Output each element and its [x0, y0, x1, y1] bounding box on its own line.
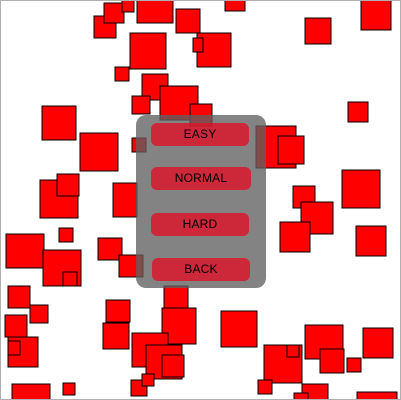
red-square: [279, 221, 311, 253]
red-square: [319, 348, 345, 374]
red-square: [7, 285, 31, 309]
red-square: [5, 233, 45, 269]
red-square: [356, 391, 398, 400]
difficulty-menu-panel: EASY NORMAL HARD BACK: [136, 115, 266, 288]
red-square: [97, 237, 123, 261]
red-square: [7, 340, 21, 356]
red-square: [360, 0, 392, 31]
back-button[interactable]: BACK: [152, 258, 250, 281]
red-square: [161, 354, 185, 378]
red-square: [257, 379, 273, 395]
red-square: [102, 322, 130, 350]
red-square: [355, 225, 387, 257]
red-square: [346, 357, 362, 373]
red-square: [114, 66, 130, 82]
red-square: [62, 271, 78, 287]
red-square: [224, 0, 246, 12]
red-square: [136, 0, 174, 24]
red-square: [163, 285, 189, 311]
red-square: [341, 169, 381, 209]
red-square: [56, 173, 80, 197]
red-square: [131, 95, 151, 115]
red-square: [129, 32, 167, 70]
red-square: [175, 8, 201, 34]
easy-button[interactable]: EASY: [151, 123, 249, 146]
red-square: [362, 327, 394, 359]
red-square: [4, 314, 28, 338]
red-square: [41, 105, 77, 141]
red-square: [79, 132, 119, 172]
red-square: [29, 304, 49, 324]
red-square: [62, 382, 76, 396]
red-square: [112, 182, 138, 218]
red-square: [121, 0, 135, 13]
hard-button[interactable]: HARD: [151, 213, 249, 236]
red-square: [293, 392, 309, 400]
red-square: [141, 373, 155, 387]
red-square: [105, 299, 131, 323]
red-square: [277, 135, 305, 165]
red-square: [11, 383, 51, 400]
red-square: [304, 17, 332, 45]
red-square: [192, 37, 204, 53]
red-square: [58, 227, 74, 243]
red-square: [220, 310, 258, 348]
red-square: [347, 101, 369, 123]
normal-button[interactable]: NORMAL: [151, 167, 251, 190]
red-square: [103, 2, 125, 24]
red-square: [286, 344, 300, 358]
